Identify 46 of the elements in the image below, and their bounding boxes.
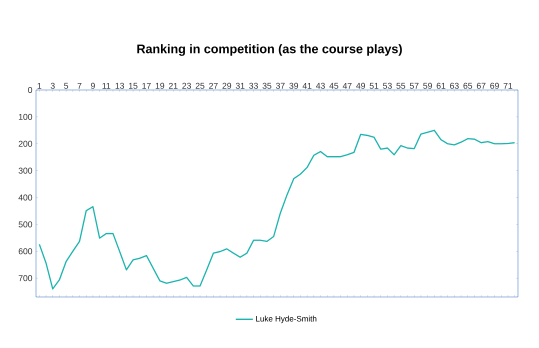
x-tick-label: 55 (396, 82, 406, 89)
y-tick-label: 100 (18, 114, 32, 120)
x-tick-label: 51 (370, 82, 378, 89)
x-tick-label: 65 (463, 82, 472, 89)
x-tick-label: 9 (90, 82, 95, 89)
x-tick-label: 45 (329, 82, 338, 89)
x-tick-label: 1 (38, 82, 42, 89)
x-tick-label: 15 (128, 82, 138, 89)
x-tick-label: 23 (182, 82, 191, 89)
chart-title: Ranking in competition (as the course plays) (137, 44, 402, 56)
x-tick-label: 11 (102, 82, 110, 89)
y-tick-label: 300 (18, 168, 32, 174)
x-tick-label: 33 (249, 82, 258, 89)
legend-label: Luke Hyde-Smith (256, 316, 316, 324)
x-tick-label: 39 (289, 82, 298, 89)
x-tick-label: 49 (356, 82, 365, 89)
y-tick-label: 500 (18, 221, 32, 228)
x-tick-label: 29 (222, 82, 232, 89)
x-tick-label: 25 (196, 82, 204, 89)
x-tick-label: 61 (436, 82, 446, 89)
x-tick-label: 67 (476, 82, 486, 89)
x-tick-label: 19 (156, 82, 164, 89)
x-tick-label: 31 (236, 82, 244, 89)
x-tick-label: 3 (50, 82, 55, 89)
x-tick-label: 21 (168, 82, 178, 89)
x-tick-label: 35 (262, 82, 272, 89)
x-tick-label: 57 (410, 82, 419, 89)
x-tick-label: 69 (490, 82, 499, 89)
x-tick-label: 71 (504, 82, 512, 89)
x-tick-label: 17 (142, 82, 151, 89)
x-tick-label: 53 (383, 82, 392, 89)
x-tick-label: 5 (64, 82, 68, 89)
x-tick-label: 27 (209, 82, 218, 89)
y-tick-label: 400 (18, 194, 32, 201)
x-tick-label: 7 (78, 82, 82, 89)
x-tick-label: 63 (450, 82, 459, 89)
x-tick-label: 59 (423, 82, 432, 89)
x-tick-label: 37 (276, 82, 285, 89)
x-tick-label: 41 (302, 82, 312, 89)
y-tick-label: 200 (18, 140, 32, 147)
y-tick-label: 0 (28, 86, 32, 93)
x-tick-label: 43 (316, 82, 325, 89)
x-tick-label: 47 (342, 82, 352, 89)
x-tick-label: 13 (116, 82, 124, 89)
y-tick-label: 700 (18, 275, 32, 282)
y-tick-label: 600 (18, 248, 32, 254)
